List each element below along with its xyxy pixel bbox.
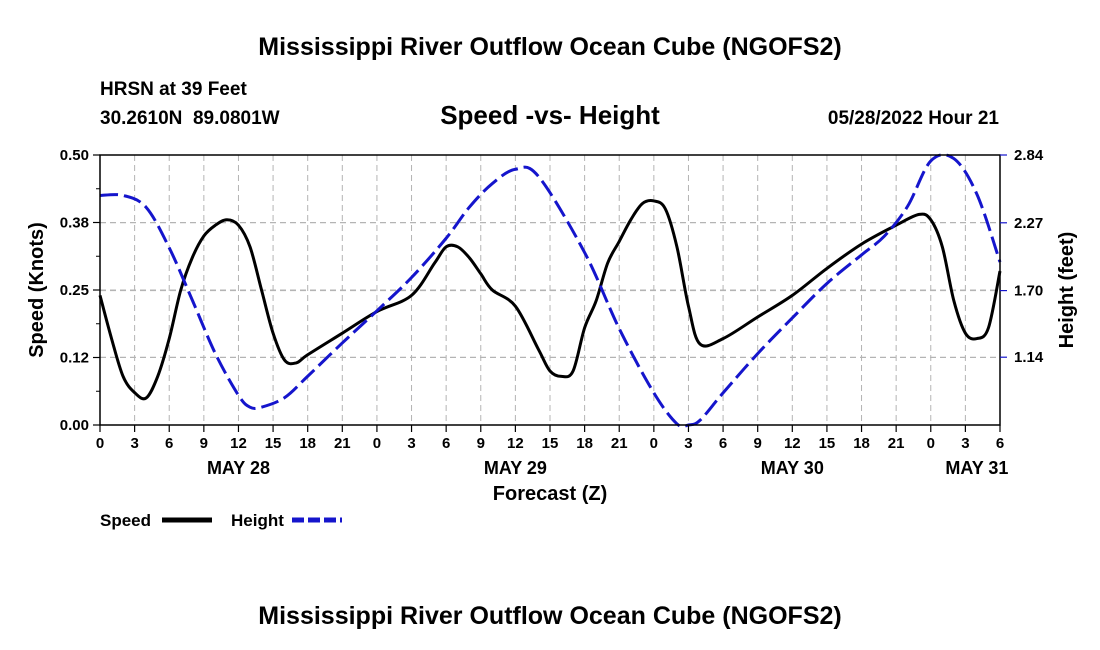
x-tick-label: 6 bbox=[442, 435, 450, 452]
x-tick-label: 9 bbox=[477, 435, 485, 452]
x-tick-label: 0 bbox=[373, 435, 381, 452]
series-height-line bbox=[99, 153, 1002, 429]
x-day-label: MAY 30 bbox=[761, 458, 824, 478]
grid-lines bbox=[99, 154, 1001, 426]
x-tick-label: 6 bbox=[165, 435, 173, 452]
x-tick-label: 0 bbox=[650, 435, 658, 452]
x-tick-label: 3 bbox=[684, 435, 692, 452]
x-tick-label: 18 bbox=[299, 435, 316, 452]
x-tick-label: 6 bbox=[719, 435, 727, 452]
x-tick-label: 21 bbox=[888, 435, 905, 452]
chart-subtitle: Speed -vs- Height bbox=[440, 100, 660, 130]
legend-height-label: Height bbox=[231, 511, 284, 530]
series-speed-line bbox=[98, 198, 1002, 401]
x-tick-label: 21 bbox=[611, 435, 628, 452]
x-tick-label: 3 bbox=[130, 435, 138, 452]
series-lines bbox=[98, 153, 1002, 429]
y-tick-label: 0.00 bbox=[60, 417, 89, 434]
y-tick-label: 0.50 bbox=[60, 147, 89, 164]
x-tick-label: 18 bbox=[853, 435, 870, 452]
x-day-label: MAY 28 bbox=[207, 458, 270, 478]
station-label: HRSN at 39 Feet bbox=[100, 79, 247, 100]
chart-main-title: Mississippi River Outflow Ocean Cube (NG… bbox=[258, 33, 841, 61]
y-tick-label: 0.38 bbox=[60, 215, 89, 232]
x-tick-label: 3 bbox=[407, 435, 415, 452]
x-tick-label: 12 bbox=[230, 435, 247, 452]
x-day-label: MAY 29 bbox=[484, 458, 547, 478]
x-tick-label: 9 bbox=[200, 435, 208, 452]
station-coordinates: 30.2610N 89.0801W bbox=[100, 108, 280, 129]
x-tick-label: 6 bbox=[996, 435, 1004, 452]
x-tick-label: 12 bbox=[507, 435, 524, 452]
x-tick-label: 3 bbox=[961, 435, 969, 452]
forecast-date: 05/28/2022 Hour 21 bbox=[828, 108, 1000, 129]
y2-tick-label: 2.84 bbox=[1014, 147, 1044, 164]
x-tick-label: 15 bbox=[819, 435, 836, 452]
x-axis-label: Forecast (Z) bbox=[493, 483, 607, 505]
y2-tick-label: 2.27 bbox=[1014, 215, 1043, 232]
x-tick-label: 15 bbox=[542, 435, 559, 452]
legend: Speed Height bbox=[100, 511, 342, 530]
axes: 0 3 6 9 12 15 18 21 0 3 6 9 12 15 18 21 0 3 6 9 12 15 18 21 0 3 6 M… bbox=[60, 147, 1044, 478]
x-tick-label: 21 bbox=[334, 435, 351, 452]
x-tick-label: 12 bbox=[784, 435, 801, 452]
x-tick-label: 18 bbox=[576, 435, 593, 452]
y2-tick-label: 1.14 bbox=[1014, 349, 1044, 366]
x-tick-label: 9 bbox=[754, 435, 762, 452]
x-tick-label: 0 bbox=[96, 435, 104, 452]
x-tick-label: 15 bbox=[265, 435, 282, 452]
y2-axis-label: Height (feet) bbox=[1056, 232, 1078, 349]
x-tick-label: 0 bbox=[927, 435, 935, 452]
y-tick-label: 0.12 bbox=[60, 350, 89, 367]
y-axis-label: Speed (Knots) bbox=[26, 222, 48, 358]
y-tick-label: 0.25 bbox=[60, 282, 89, 299]
y2-tick-label: 1.70 bbox=[1014, 283, 1043, 300]
legend-speed-label: Speed bbox=[100, 511, 151, 530]
x-day-label: MAY 31 bbox=[945, 458, 1008, 478]
footer-title: Mississippi River Outflow Ocean Cube (NG… bbox=[258, 602, 841, 630]
